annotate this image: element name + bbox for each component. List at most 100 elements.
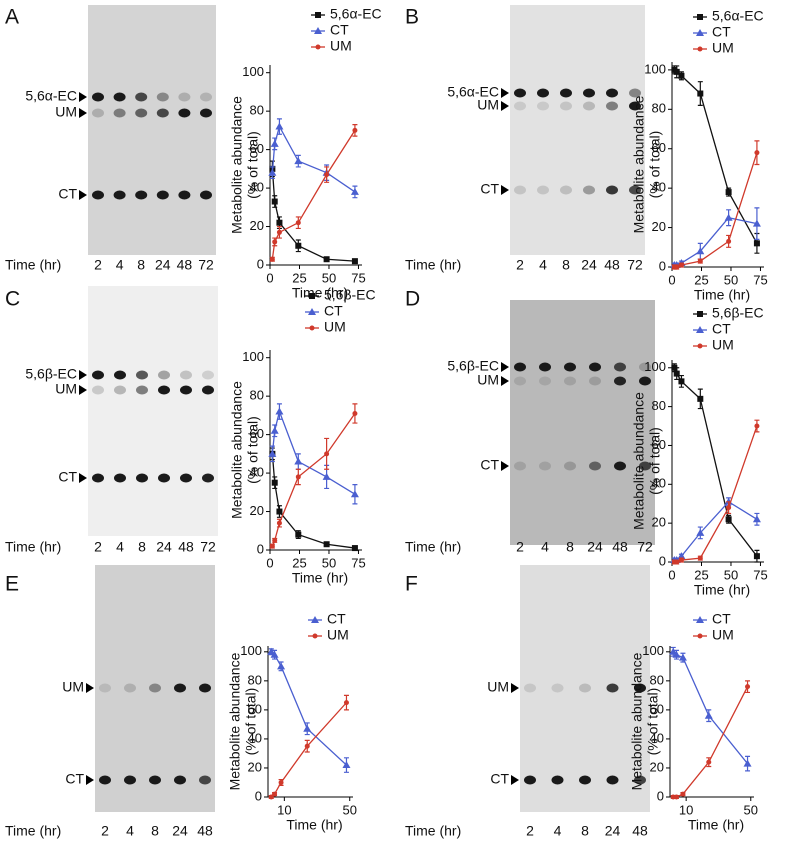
legend-label: UM [712,627,734,643]
gel-spot [124,775,136,785]
gel-spot [156,92,169,102]
lane-label: 24 [605,823,621,839]
gel-spot [113,190,126,200]
x-tick-label: 25 [292,555,306,570]
band-arrow [501,461,509,471]
x-axis-title: Time (hr) [292,285,348,301]
legend-marker [308,308,316,315]
data-point [726,505,732,511]
legend-label: 5,6β-EC [712,305,764,321]
panel-letter: D [405,288,420,311]
gel-spot [202,473,214,483]
band-arrow [86,775,94,785]
legend-marker [697,14,703,20]
data-point [278,779,284,785]
data-point [743,759,752,767]
gel-spot [564,362,576,372]
gel-spot [583,88,595,98]
data-point [276,219,283,226]
data-point [295,531,302,538]
y-axis-title: Metabolite abundance [229,96,245,234]
legend-marker [697,343,703,349]
y-tick-label: 40 [652,476,666,491]
gel-spot [537,101,549,111]
lane-label: 4 [126,823,134,839]
gel-spot [614,461,626,471]
lane-label: 2 [516,539,524,555]
gel-spot [113,92,126,102]
gel-spot [124,683,136,693]
y-tick-label: 60 [652,140,666,155]
data-point [270,426,279,434]
data-point [275,122,284,130]
data-point [276,229,282,235]
data-point [323,256,330,263]
data-point [303,724,312,732]
y-tick-label: 100 [242,349,264,364]
gel-spot [589,376,601,386]
data-point [272,239,278,245]
lane-label: 4 [116,539,124,555]
series-line [271,409,356,495]
gel-spot [136,473,148,483]
y-tick-label: 60 [652,437,666,452]
legend-label: UM [327,627,349,643]
y-tick-label: 40 [650,730,664,745]
series-line [271,130,356,260]
legend-label: CT [712,611,731,627]
gel-spot [589,362,601,372]
band-label: CT [480,181,499,197]
gel-image [95,565,215,812]
x-tick-label: 10 [679,802,693,817]
gel-spot [524,775,536,785]
data-point [752,515,761,523]
band-arrow [501,88,509,98]
gel-spot [114,473,126,483]
gel-spot [180,385,192,395]
legend-marker [696,326,704,333]
data-point [352,410,358,416]
band-label: CT [58,469,77,485]
legend-marker [315,44,321,50]
data-point [275,407,284,415]
gel-spot [92,473,104,483]
lane-label: 4 [116,257,124,273]
band-arrow [501,376,509,386]
band-arrow [501,362,509,372]
gel-spot [539,461,551,471]
gel-spot [158,385,170,395]
y-tick-label: 40 [250,465,264,480]
lane-label: 2 [94,539,102,555]
gel-spot [202,385,214,395]
data-point [351,545,358,552]
gel-time-label: Time (hr) [405,823,461,839]
data-point [268,449,277,457]
y-tick-label: 100 [242,64,264,79]
x-axis-title: Time (hr) [694,582,750,598]
gel-spot [579,775,591,785]
x-tick-label: 25 [292,270,306,285]
data-point [678,262,684,268]
legend-label: UM [712,40,734,56]
lane-label: 8 [138,539,146,555]
lane-label: 72 [637,539,653,555]
data-point [276,508,283,515]
gel-spot [639,461,651,471]
lane-label: 72 [200,539,216,555]
legend-label: UM [330,38,352,54]
data-point [322,472,331,480]
x-tick-label: 75 [351,270,365,285]
y-tick-label: 100 [240,643,262,658]
band-arrow [511,775,519,785]
gel-spot [537,88,549,98]
y-tick-label: 40 [248,730,262,745]
band-arrow [79,108,87,118]
data-point [295,242,302,249]
lane-label: 8 [581,823,589,839]
gel-spot [92,370,104,380]
data-point [704,711,713,719]
y-tick-label: 60 [650,701,664,716]
x-tick-label: 75 [753,567,767,582]
data-point [696,528,705,536]
